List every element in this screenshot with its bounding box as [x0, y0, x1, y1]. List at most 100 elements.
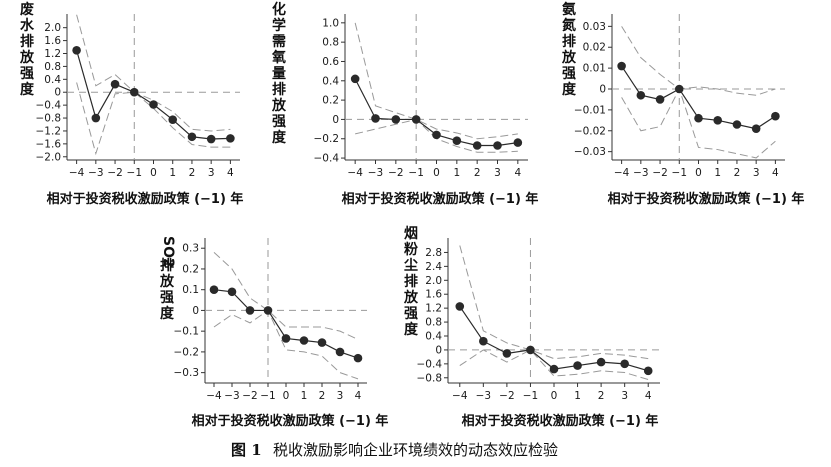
- caption-text: 税收激励影响企业环境绩效的动态效应检验: [273, 441, 558, 459]
- estimate-point: [110, 79, 120, 89]
- x-tick-label: 3: [621, 390, 628, 402]
- estimate-point: [526, 345, 535, 355]
- x-tick-label: −4: [614, 167, 630, 179]
- estimate-line: [459, 306, 649, 372]
- estimate-point: [72, 45, 81, 55]
- estimate-point: [227, 287, 237, 297]
- estimate-point: [751, 124, 761, 133]
- x-axis-title: 相对于投资税收激励政策 (−1) 年: [608, 191, 805, 207]
- x-tick-label: −4: [347, 167, 363, 179]
- y-tick-label: −0.02: [574, 125, 606, 137]
- x-tick-label: −1: [127, 167, 142, 179]
- y-tick-label: 2.0: [44, 22, 61, 34]
- x-axis-title: 相对于投资税收激励政策 (−1) 年: [47, 191, 244, 207]
- y-axis-title: 排放强度: [159, 257, 175, 322]
- x-tick-label: −4: [69, 167, 85, 179]
- x-axis-title: 相对于投资税收激励政策 (−1) 年: [462, 413, 659, 429]
- ci-upper-line: [76, 14, 231, 132]
- estimate-point: [452, 136, 462, 145]
- x-tick-label: −1: [408, 167, 423, 179]
- estimate-point: [168, 115, 178, 124]
- estimate-point: [493, 141, 502, 150]
- estimate-point: [513, 138, 523, 147]
- estimate-point: [655, 95, 665, 104]
- estimate-point: [299, 336, 309, 345]
- x-tick-label: −1: [523, 390, 538, 402]
- estimate-point: [149, 100, 158, 109]
- estimate-point: [617, 61, 626, 71]
- y-tick-label: −0.3: [174, 367, 200, 379]
- x-tick-label: 2: [598, 390, 605, 402]
- y-axis-title: 废水排放强度: [19, 1, 35, 98]
- estimate-point: [91, 113, 101, 123]
- chart-panel: 2.01.61.20.80.40−0.4−0.8−1.2−1.6−2.0−4 −3…: [19, 1, 243, 207]
- y-tick-label: −1.6: [36, 138, 62, 150]
- x-tick-label: 1: [714, 167, 721, 179]
- y-axis-title-formula: SO2: [160, 236, 176, 268]
- estimate-point: [371, 114, 380, 123]
- x-tick-label: 0: [433, 167, 440, 179]
- estimate-point: [502, 349, 512, 358]
- x-tick-label: −3: [88, 167, 103, 179]
- charts-group: 2.01.61.20.80.40−0.4−0.8−1.2−1.6−2.0−4 −3…: [19, 1, 804, 429]
- y-tick-label: −0.03: [574, 146, 606, 158]
- estimate-point: [432, 130, 441, 140]
- x-tick-label: −3: [368, 167, 383, 179]
- estimate-point: [771, 111, 780, 121]
- y-tick-label: 0.8: [425, 317, 442, 329]
- y-tick-label: −0.01: [574, 104, 606, 116]
- estimate-point: [596, 357, 606, 367]
- estimate-point: [732, 120, 742, 129]
- x-tick-label: 0: [695, 167, 702, 179]
- x-tick-label: 2: [319, 390, 326, 402]
- ci-lower-line: [621, 87, 776, 159]
- y-tick-label: 0.03: [583, 21, 606, 33]
- x-tick-label: 4: [772, 167, 779, 179]
- x-tick-label: 4: [514, 167, 521, 179]
- y-tick-label: 1.2: [44, 48, 61, 60]
- chart-panel: 0.030.020.010−0.01−0.02−0.03−4 −3 −2 −1 0 1 2 3…: [561, 1, 804, 207]
- x-tick-label: −2: [499, 390, 514, 402]
- x-tick-label: 4: [645, 390, 652, 402]
- estimate-point: [573, 361, 582, 370]
- caption-number: 图 1: [231, 441, 262, 459]
- ci-lower-line: [213, 309, 359, 380]
- x-tick-label: −2: [652, 167, 667, 179]
- estimate-point: [206, 134, 216, 144]
- chart-panel: 2.82.42.01.61.20.80.40−0.4−0.8−4 −3 −2 −1 0 1…: [403, 226, 660, 429]
- x-axis-title: 相对于投资税收激励政策 (−1) 年: [192, 413, 389, 429]
- x-tick-label: −1: [260, 390, 275, 402]
- y-tick-label: −0.8: [417, 372, 443, 384]
- estimate-point: [479, 336, 488, 346]
- ci-upper-line: [354, 22, 518, 140]
- x-tick-label: 0: [551, 390, 558, 402]
- y-tick-label: 2.4: [425, 261, 442, 273]
- x-tick-label: 3: [494, 167, 501, 179]
- estimate-point: [209, 285, 219, 294]
- y-tick-label: 0.4: [322, 75, 339, 87]
- y-tick-label: 0.8: [322, 37, 339, 49]
- chart-panel: 0.30.20.10−0.1−0.2−0.3−4 −3 −2 −1 0 1 2 3 4相对于投资…: [159, 236, 388, 429]
- estimate-point: [335, 347, 345, 357]
- estimate-point: [353, 353, 363, 363]
- ci-upper-line: [459, 245, 649, 360]
- y-tick-label: −0.4: [417, 358, 443, 370]
- y-tick-label: 2.0: [425, 275, 442, 287]
- y-tick-label: −0.4: [36, 100, 62, 112]
- x-tick-label: −4: [206, 390, 222, 402]
- estimate-point: [226, 134, 235, 143]
- y-tick-label: −0.1: [174, 326, 200, 338]
- y-tick-label: 0.4: [44, 74, 61, 86]
- y-tick-label: −1.2: [36, 125, 62, 137]
- y-tick-label: 0.02: [583, 42, 606, 54]
- x-tick-label: −3: [476, 390, 491, 402]
- y-axis-title: 氨氮排放强度: [561, 1, 577, 98]
- estimate-point: [263, 306, 273, 315]
- estimate-point: [411, 115, 421, 124]
- y-tick-label: −0.8: [36, 113, 62, 125]
- x-tick-label: 3: [208, 167, 215, 179]
- x-tick-label: 2: [474, 167, 481, 179]
- ci-lower-line: [459, 349, 649, 380]
- y-tick-label: 0.1: [182, 284, 199, 296]
